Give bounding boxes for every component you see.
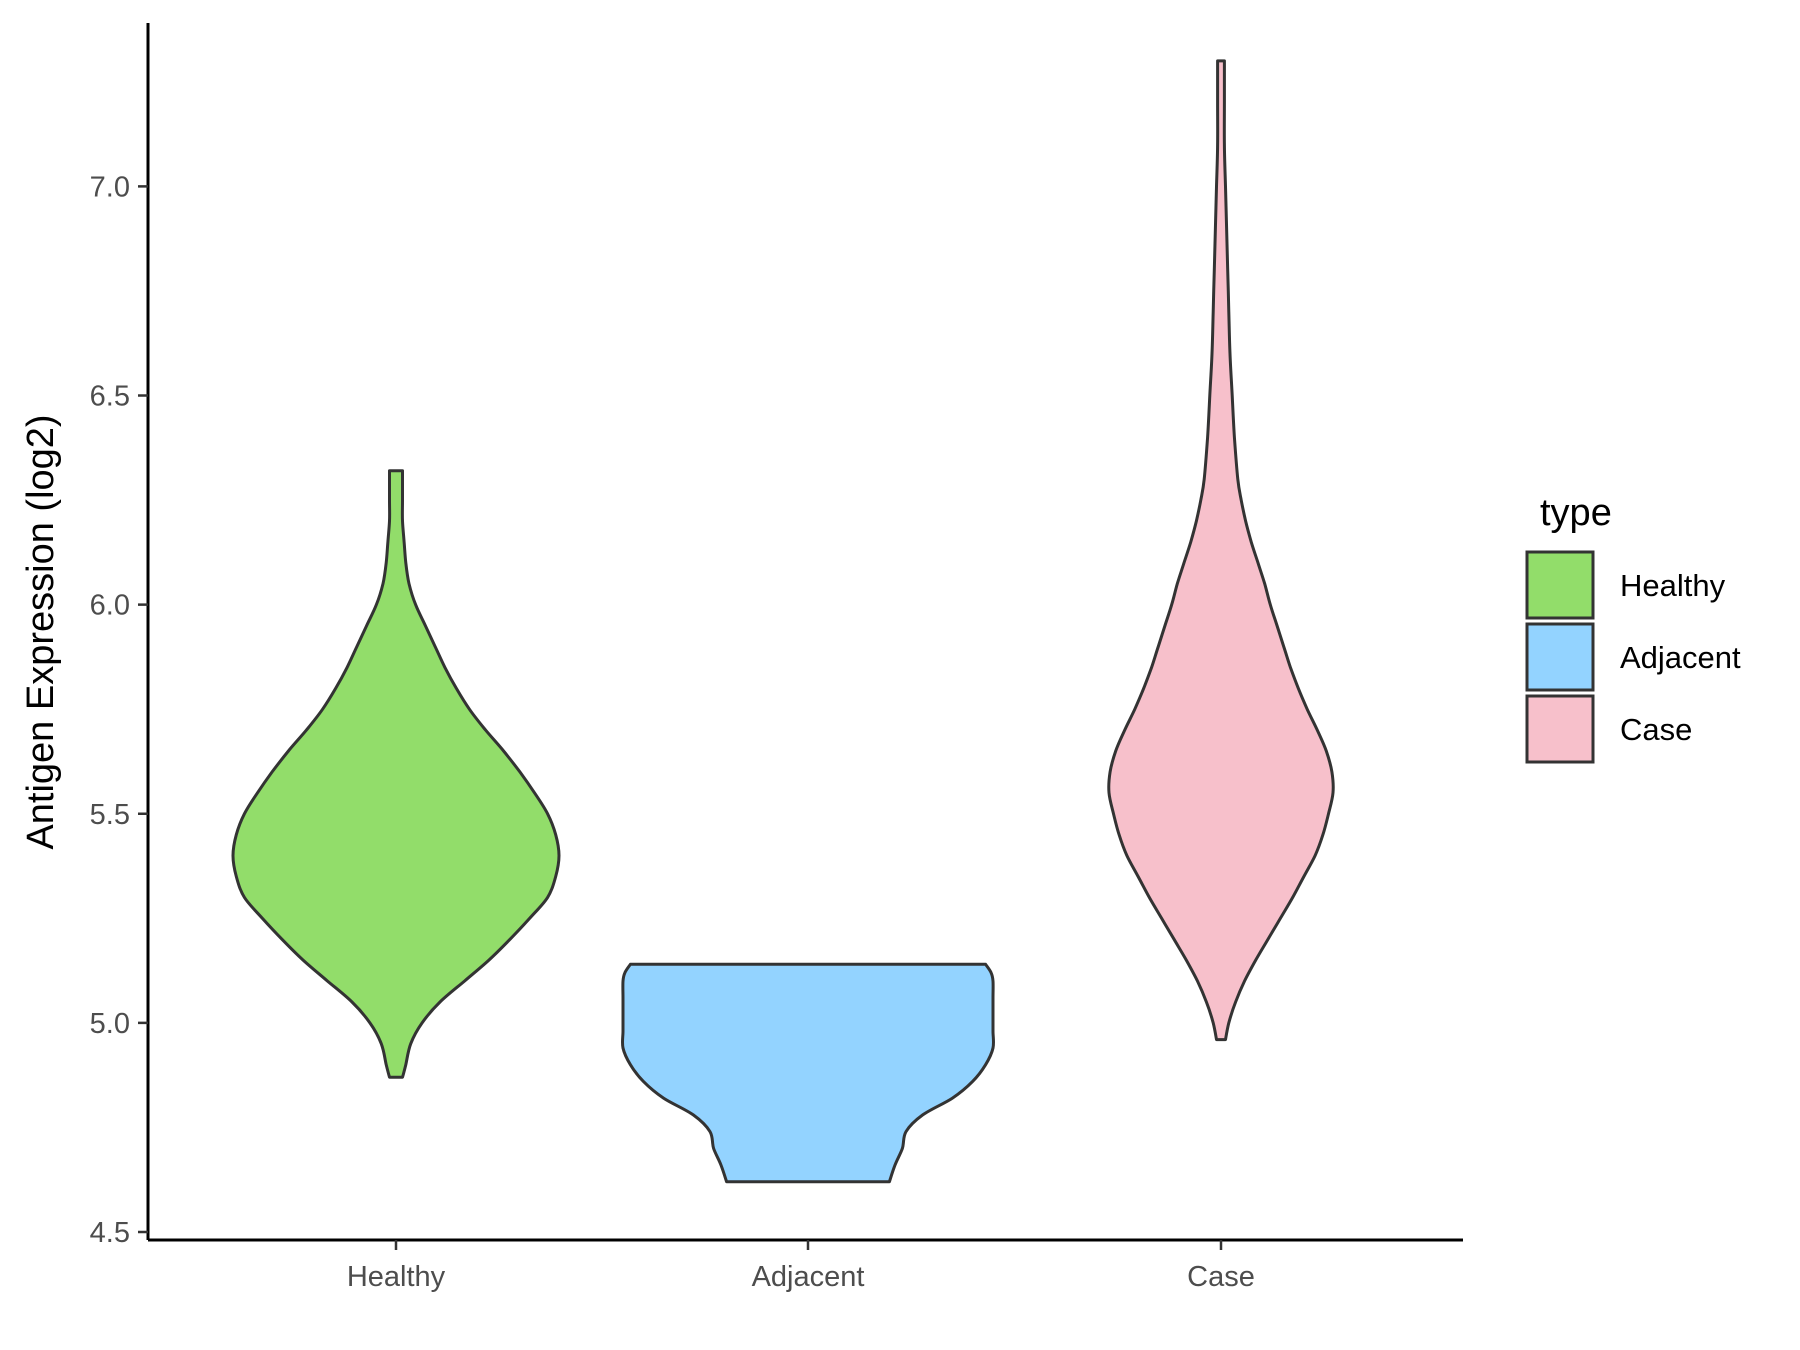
x-tick-label: Case xyxy=(1187,1261,1255,1293)
y-tick-label: 4.5 xyxy=(90,1217,130,1249)
x-tick-label: Healthy xyxy=(347,1261,446,1293)
y-tick-label: 5.5 xyxy=(90,799,130,831)
y-axis-title: Antigen Expression (log2) xyxy=(20,414,62,849)
y-tick-label: 5.0 xyxy=(90,1008,130,1040)
legend: type Healthy Adjacent Case xyxy=(1525,492,1741,764)
legend-label-adjacent: Adjacent xyxy=(1620,640,1741,675)
y-tick-label: 6.0 xyxy=(90,590,130,622)
legend-entries: Healthy Adjacent Case xyxy=(1525,550,1741,764)
violin-case xyxy=(1107,59,1335,1042)
legend-label-case: Case xyxy=(1620,712,1692,747)
y-ticks: 4.5 5.0 5.5 6.0 6.5 7.0 xyxy=(90,171,148,1249)
x-tick-label: Adjacent xyxy=(752,1261,865,1293)
x-ticks: Healthy Adjacent Case xyxy=(347,1240,1255,1293)
legend-key-adjacent xyxy=(1525,622,1595,692)
violin-healthy xyxy=(231,469,561,1079)
legend-key-healthy xyxy=(1525,550,1595,620)
legend-title: type xyxy=(1540,492,1612,534)
legend-label-healthy: Healthy xyxy=(1620,568,1726,603)
violins-layer xyxy=(231,59,1335,1184)
y-tick-label: 6.5 xyxy=(90,381,130,413)
legend-key-case xyxy=(1525,694,1595,764)
violin-adjacent xyxy=(620,962,996,1184)
y-tick-label: 7.0 xyxy=(90,171,130,203)
